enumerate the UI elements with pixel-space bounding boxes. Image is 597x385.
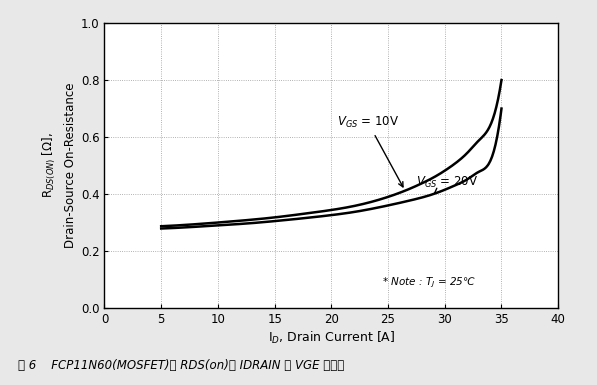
Y-axis label: R$_{DS(ON)}$ [Ω],
Drain-Source On-Resistance: R$_{DS(ON)}$ [Ω], Drain-Source On-Resist… [41, 83, 77, 248]
Text: $V_{GS}$ = 20V: $V_{GS}$ = 20V [417, 175, 479, 193]
X-axis label: I$_{D}$, Drain Current [A]: I$_{D}$, Drain Current [A] [267, 330, 395, 346]
Text: $V_{GS}$ = 10V: $V_{GS}$ = 10V [337, 115, 403, 187]
Text: * Note : T$_{J}$ = 25℃: * Note : T$_{J}$ = 25℃ [383, 275, 476, 290]
Text: 图 6    FCP11N60(MOSFET)： RDS(on)随 IDRAIN 和 VGE 的变化: 图 6 FCP11N60(MOSFET)： RDS(on)随 IDRAIN 和 … [18, 358, 344, 372]
